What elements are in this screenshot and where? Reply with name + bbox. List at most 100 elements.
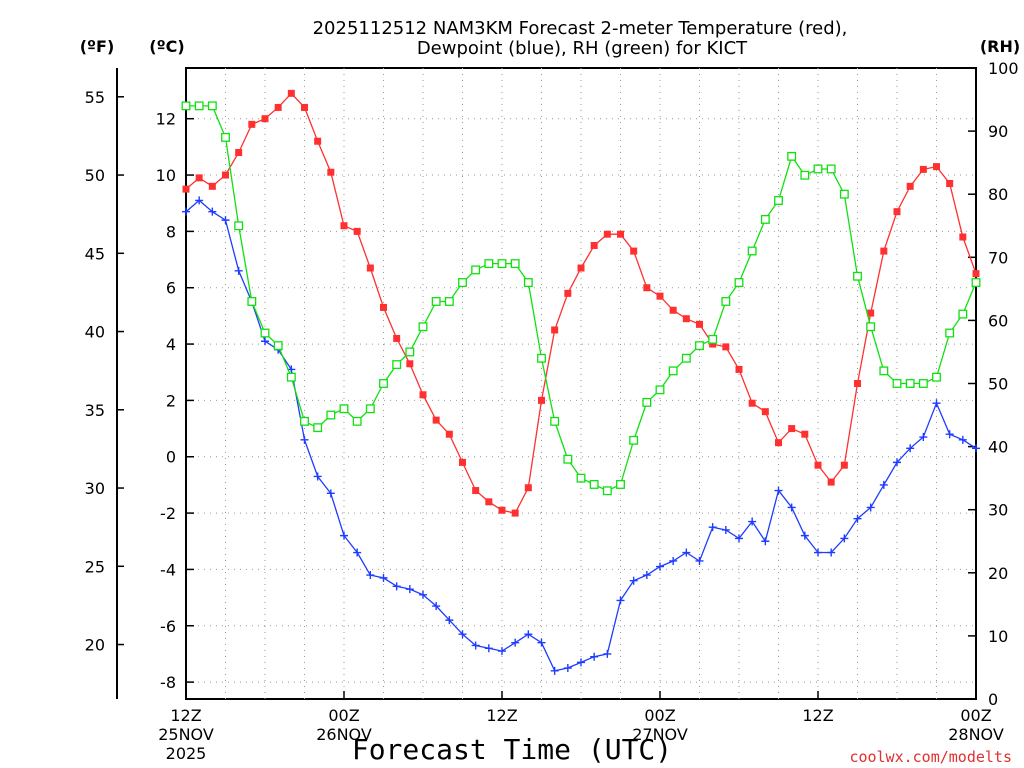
temperature-point xyxy=(498,506,506,514)
dewpoint-point xyxy=(800,531,809,540)
chart-title-line2: Dewpoint (blue), RH (green) for KICT xyxy=(417,38,748,59)
rh-point xyxy=(352,416,362,426)
temperature-point xyxy=(867,309,875,317)
rh-point xyxy=(497,259,507,269)
dewpoint-point xyxy=(814,548,822,557)
x-tick-label: 2025 xyxy=(166,744,207,763)
rh-point xyxy=(444,297,454,306)
rh-tick-label: 0 xyxy=(988,690,998,709)
rh-point xyxy=(576,473,586,483)
dewpoint-point xyxy=(313,472,322,481)
temperature-point xyxy=(972,270,980,278)
temperature-point xyxy=(235,149,243,157)
dewpoint-point xyxy=(353,548,362,557)
rh-tick-label: 90 xyxy=(988,122,1008,141)
temperature-point xyxy=(353,227,361,235)
rh-point xyxy=(866,322,876,332)
rh-point xyxy=(905,379,915,388)
temperature-point xyxy=(919,165,927,173)
celsius-tick-label: -2 xyxy=(160,504,176,523)
temperature-point xyxy=(840,461,848,469)
dewpoint-point xyxy=(563,664,572,673)
temperature-point xyxy=(814,461,822,469)
dewpoint-point xyxy=(326,489,335,498)
rh-point xyxy=(510,259,520,269)
rh-point xyxy=(181,101,191,111)
temperature-point xyxy=(340,222,348,230)
temperature-point xyxy=(775,439,782,447)
rh-point xyxy=(774,196,783,205)
rh-point xyxy=(853,271,862,281)
x-tick-label: 00Z xyxy=(960,706,991,725)
rh-point xyxy=(326,410,336,420)
dewpoint-point xyxy=(340,531,348,540)
celsius-tick-label: -8 xyxy=(160,673,176,692)
dewpoint-point xyxy=(735,534,743,543)
temperature-point xyxy=(577,264,585,272)
temperature-point xyxy=(445,430,453,438)
rh-tick-label: 100 xyxy=(988,59,1019,78)
series-layer xyxy=(181,89,981,675)
dewpoint-point xyxy=(471,641,480,650)
rh-point xyxy=(945,328,955,338)
dewpoint-point xyxy=(906,444,915,453)
rh-point xyxy=(523,278,533,287)
rh-point xyxy=(839,189,849,199)
dewpoint-point xyxy=(721,525,730,534)
temperature-point xyxy=(511,509,519,517)
fahrenheit-tick-label: 45 xyxy=(85,244,105,263)
dewpoint-point xyxy=(840,534,849,543)
rh-point xyxy=(655,385,665,395)
fahrenheit-tick-label: 20 xyxy=(85,636,105,655)
temperature-point xyxy=(722,343,730,351)
temperature-point xyxy=(603,230,611,238)
dewpoint-point xyxy=(261,337,269,346)
celsius-unit-label: (ºC) xyxy=(149,37,184,56)
dewpoint-point xyxy=(669,556,678,565)
dewpoint-point xyxy=(958,435,967,444)
rh-tick-label: 60 xyxy=(988,311,1008,330)
fahrenheit-tick-label: 35 xyxy=(85,401,105,420)
dewpoint-point xyxy=(932,399,941,408)
dewpoint-point xyxy=(748,517,757,526)
rh-point xyxy=(589,480,599,489)
temperature-point xyxy=(406,360,414,368)
dewpoint-point xyxy=(445,616,454,625)
temperature-point xyxy=(208,182,216,190)
rh-point xyxy=(708,334,718,344)
temperature-point xyxy=(419,391,427,399)
temperature-point xyxy=(761,408,769,416)
dewpoint-point xyxy=(550,666,559,675)
rh-point xyxy=(932,372,941,382)
dewpoint-point xyxy=(629,576,638,585)
temperature-point xyxy=(682,315,690,323)
temperature-point xyxy=(906,182,914,190)
temperature-point xyxy=(485,498,493,506)
rh-point xyxy=(734,278,744,287)
temperature-point xyxy=(393,334,401,342)
x-tick-label: 12Z xyxy=(170,706,201,725)
rh-point xyxy=(194,101,204,111)
temperature-point xyxy=(959,233,967,241)
x-tick-label: 27NOV xyxy=(632,725,688,744)
rh-point xyxy=(458,278,467,287)
x-tick-label: 00Z xyxy=(328,706,359,725)
x-tick-label: 12Z xyxy=(486,706,517,725)
dewpoint-point xyxy=(379,573,388,582)
dewpoint-point xyxy=(642,571,651,580)
rh-point xyxy=(207,101,217,111)
source-watermark: coolwx.com/modelts xyxy=(849,748,1012,766)
temperature-point xyxy=(551,326,559,334)
celsius-tick-label: 8 xyxy=(166,222,176,241)
temperature-point xyxy=(261,115,269,123)
celsius-tick-label: 12 xyxy=(156,110,176,129)
temperature-point xyxy=(827,478,835,486)
rh-point xyxy=(892,379,902,388)
temperature-point xyxy=(287,89,295,97)
dewpoint-point xyxy=(182,207,190,216)
temperature-point xyxy=(696,320,703,328)
dewpoint-point xyxy=(866,503,875,512)
dewpoint-point xyxy=(879,480,888,489)
dewpoint-point xyxy=(392,582,401,591)
celsius-tick-label: -6 xyxy=(160,617,176,636)
